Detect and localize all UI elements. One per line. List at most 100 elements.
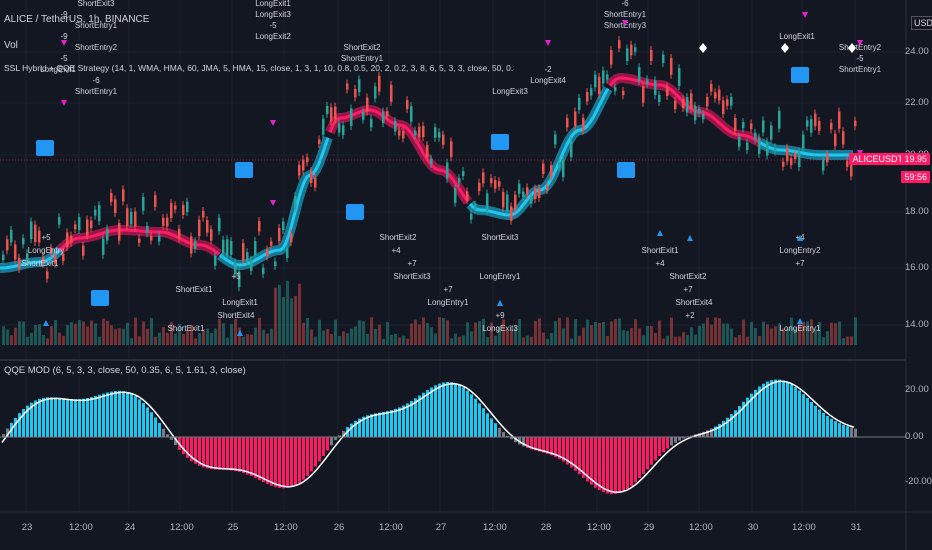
qqe-bar <box>678 437 681 441</box>
qqe-bar <box>750 393 753 437</box>
symbol-title[interactable]: ALICE / TetherUS, 1h, BINANCE <box>4 14 150 25</box>
volume-bar <box>510 329 513 345</box>
volume-bar <box>774 326 777 345</box>
volume-bar <box>18 321 21 345</box>
qqe-bar <box>238 437 241 472</box>
qqe-tick-label: 20.00 <box>905 384 929 395</box>
qqe-bar <box>386 411 389 437</box>
time-tick-label: 12:00 <box>587 522 611 533</box>
qqe-bar <box>594 437 597 488</box>
volume-bar <box>258 317 261 345</box>
volume-bar <box>730 328 733 345</box>
qqe-bar <box>274 437 277 488</box>
volume-bar <box>630 327 633 345</box>
volume-bar <box>306 318 309 345</box>
qqe-bar <box>642 437 645 474</box>
qqe-bar <box>810 401 813 437</box>
candle-body <box>50 247 53 254</box>
volume-bar <box>710 324 713 345</box>
qqe-bar <box>362 416 365 437</box>
candle-body <box>82 245 85 256</box>
qqe-bar <box>110 391 113 437</box>
candle-body <box>58 217 61 225</box>
candle-body <box>322 118 325 135</box>
signal-label-above: LongExit1 <box>255 0 291 8</box>
candle-body <box>698 108 701 114</box>
candle-body <box>550 165 553 177</box>
volume-bar <box>714 317 717 345</box>
qqe-bar <box>754 389 757 437</box>
candle-body <box>66 232 69 248</box>
qqe-line <box>1 380 855 494</box>
volume-bar <box>614 319 617 345</box>
trade-bubble <box>36 140 54 156</box>
qqe-bar <box>262 437 265 483</box>
long-arrow <box>797 235 803 241</box>
volume-bar <box>678 336 681 345</box>
qqe-bar <box>442 382 445 437</box>
volume-bar <box>782 328 785 345</box>
candle-body <box>366 97 369 112</box>
signal-label-above: ShortEntry1 <box>341 54 384 63</box>
candle-body <box>262 267 265 274</box>
qqe-bar <box>714 426 717 437</box>
volume-bar <box>786 328 789 345</box>
qqe-bar <box>210 437 213 470</box>
signal-label-above: ShortEntry2 <box>75 43 118 52</box>
volume-bar <box>414 319 417 345</box>
signal-label-below: ShortExit3 <box>394 272 431 281</box>
volume-bar <box>470 331 473 345</box>
candle-body <box>86 219 89 236</box>
qqe-bar <box>458 384 461 437</box>
signal-label-below: LongExit1 <box>222 298 258 307</box>
volume-bar <box>790 317 793 345</box>
qqe-bar <box>566 437 569 465</box>
volume-bar <box>70 322 73 345</box>
qqe-bar <box>706 430 709 437</box>
strategy-indicator-label[interactable]: SSL Hybrid + QQE Strategy (14, 1, WMA, H… <box>4 63 514 73</box>
qqe-bar <box>326 437 329 451</box>
volume-bar <box>90 320 93 345</box>
volume-bar <box>410 323 413 345</box>
volume-bar <box>342 331 345 345</box>
qqe-indicator-label[interactable]: QQE MOD (6, 5, 3, 3, close, 50, 0.35, 6,… <box>4 365 246 376</box>
last-price-symbol-tag: ALICEUSDT <box>849 153 906 165</box>
volume-bar <box>318 319 321 345</box>
candle-body <box>654 80 657 95</box>
volume-bar <box>750 322 753 345</box>
volume-bar <box>94 323 97 345</box>
qqe-bar <box>70 399 73 437</box>
qqe-bar <box>846 426 849 437</box>
qqe-bar <box>18 413 21 437</box>
candle-body <box>754 132 757 140</box>
currency-label[interactable]: USDT <box>911 16 932 30</box>
qqe-bar <box>150 412 153 437</box>
volume-bar <box>314 336 317 345</box>
candle-body <box>798 151 801 167</box>
volume-bar <box>42 334 45 345</box>
candle-body <box>706 97 709 107</box>
candle-body <box>218 217 221 232</box>
volume-bar <box>474 322 477 345</box>
candle-body <box>154 195 157 207</box>
time-tick-label: 24 <box>124 522 136 533</box>
volume-bar <box>518 319 521 345</box>
volume-bar <box>74 323 77 345</box>
candle-body <box>138 238 141 243</box>
short-arrow <box>61 40 67 46</box>
volume-bar <box>830 322 833 345</box>
volume-bar <box>430 327 433 345</box>
volume-bar <box>618 318 621 345</box>
candle-body <box>306 157 309 163</box>
candle-body <box>334 106 337 120</box>
qqe-bar <box>222 437 225 470</box>
candle-body <box>210 229 213 241</box>
candle-body <box>70 235 73 243</box>
volume-bar <box>726 323 729 345</box>
candle-body <box>350 108 353 126</box>
volume-indicator-label[interactable]: Vol <box>4 40 18 51</box>
volume-bar <box>742 319 745 345</box>
qqe-bar <box>418 395 421 437</box>
volume-bar <box>642 335 645 345</box>
